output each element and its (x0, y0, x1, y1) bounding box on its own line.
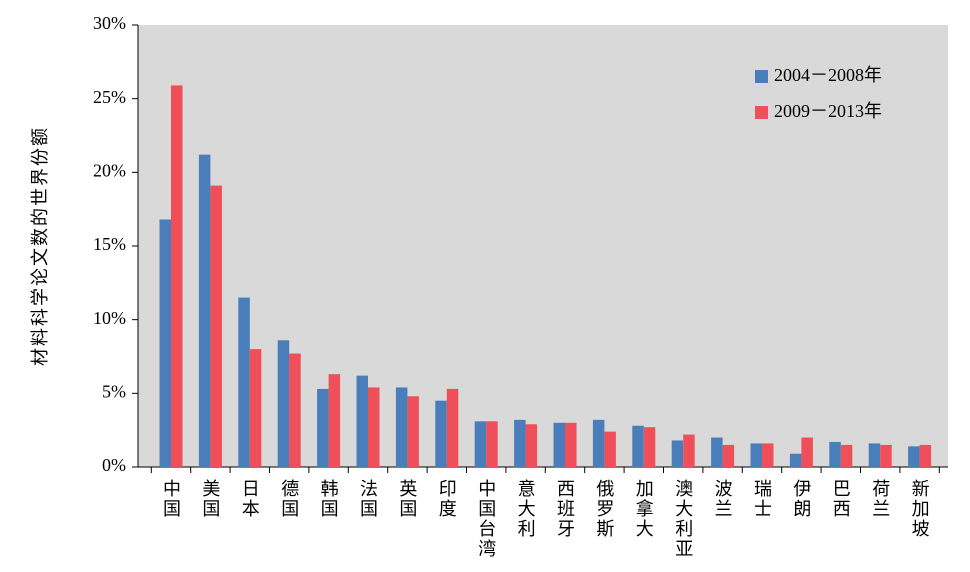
bar (159, 219, 171, 467)
y-tick-label: 10% (93, 308, 126, 328)
bar (277, 340, 290, 467)
bar (317, 388, 329, 467)
x-tick-label: 美国 (200, 479, 220, 519)
x-tick-label: 波兰 (713, 479, 733, 519)
x-tick-label: 瑞士 (752, 479, 772, 519)
y-tick-label: 25% (93, 87, 126, 107)
x-tick-label: 巴西 (831, 479, 851, 519)
bar (840, 444, 853, 467)
bar (356, 375, 368, 467)
bar (171, 85, 183, 467)
x-tick-label: 加拿大 (634, 479, 654, 539)
bar (525, 424, 538, 467)
bar (446, 388, 459, 467)
x-tick-label: 韩国 (319, 479, 339, 519)
bar (762, 443, 774, 467)
x-tick-label: 意大利 (516, 479, 536, 539)
x-tick-label: 法国 (358, 479, 378, 519)
bar (711, 437, 723, 467)
bar (868, 443, 881, 467)
x-tick-label: 新加坡 (910, 479, 930, 539)
bar (328, 374, 341, 467)
bar (683, 434, 695, 467)
plot-background (138, 25, 948, 467)
y-tick-label: 15% (93, 234, 126, 254)
x-tick-label: 中国台湾 (476, 479, 496, 559)
y-tick-label: 30% (93, 13, 126, 33)
bar (565, 422, 577, 467)
bar (908, 446, 920, 467)
bar (801, 437, 813, 467)
bar (249, 349, 262, 467)
x-tick-label: 德国 (279, 479, 299, 519)
bar (210, 185, 222, 468)
bar (750, 443, 762, 467)
bar (474, 421, 487, 467)
x-tick-label: 伊朗 (791, 479, 811, 519)
legend-swatch (755, 70, 768, 83)
bar (604, 431, 616, 467)
bar (435, 400, 447, 467)
y-tick-label: 5% (102, 381, 126, 401)
x-tick-label: 英国 (397, 479, 417, 519)
bar (880, 444, 892, 467)
bar (289, 353, 301, 467)
bar (671, 440, 684, 467)
bar (368, 387, 380, 467)
x-tick-label: 俄罗斯 (594, 479, 614, 539)
bar (789, 453, 802, 467)
y-axis-label: 材料科学论文数的世界份额 (30, 126, 50, 366)
x-tick-label: 日本 (240, 479, 260, 519)
y-tick-label: 20% (93, 160, 126, 180)
bar (592, 419, 605, 467)
bar (919, 444, 932, 467)
legend-label: 2009－2013年 (774, 101, 882, 121)
legend-swatch (755, 106, 768, 119)
bar (395, 387, 408, 467)
bar (553, 422, 565, 467)
legend-label: 2004－2008年 (774, 65, 882, 85)
x-tick-label: 荷兰 (870, 479, 890, 519)
bar (829, 441, 841, 467)
y-tick-label: 0% (102, 455, 126, 475)
bar (514, 419, 526, 467)
bar (486, 421, 498, 467)
x-tick-label: 澳大利亚 (673, 479, 693, 559)
bar (722, 444, 735, 467)
x-tick-label: 中国 (161, 479, 181, 519)
bar (632, 425, 644, 467)
bar (238, 297, 250, 467)
bar (198, 154, 211, 468)
x-tick-label: 印度 (437, 479, 457, 519)
bar (643, 427, 656, 467)
bar (407, 396, 419, 467)
x-tick-label: 西班牙 (555, 479, 575, 539)
